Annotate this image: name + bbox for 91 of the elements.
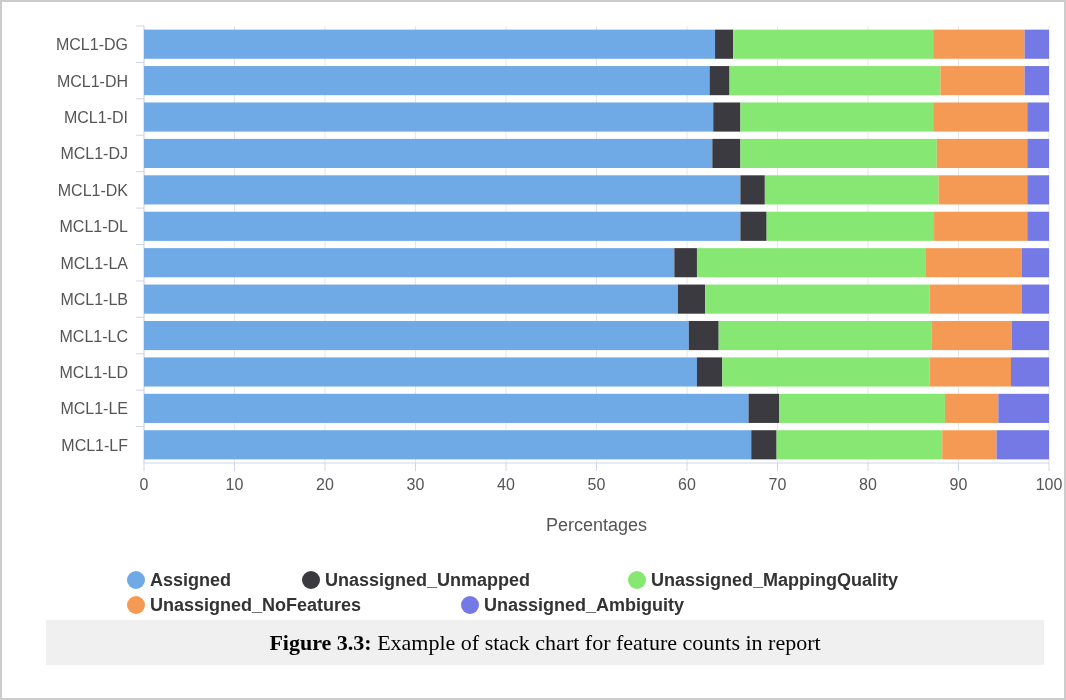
bar [705,284,930,314]
bar [144,211,741,241]
bar [696,248,926,278]
y-tick-label: MCL1-DJ [60,145,128,163]
bar [998,393,1049,423]
y-tick-label: MCL1-DG [55,36,128,54]
bar [144,393,749,423]
bar [764,175,939,205]
bar [933,102,1028,132]
bar [942,430,997,460]
y-tick-label: MCL1-DK [57,181,129,199]
y-tick-label: MCL1-LF [61,436,129,454]
legend-label: Unassigned_MappingQuality [651,570,899,590]
x-tick-label: 50 [587,476,606,493]
bar [729,66,941,96]
bar [1024,66,1049,96]
bar [144,320,689,351]
bar [144,430,752,460]
bar [696,357,723,387]
bar [713,102,741,132]
x-tick-label: 70 [768,476,787,493]
y-tick-label: MCL1-LC [59,327,128,345]
y-tick-label: MCL1-LB [60,291,128,309]
y-tick-label: MCL1-LE [60,400,128,418]
x-tick-label: 0 [139,476,149,493]
bar [940,66,1025,96]
bar [1027,138,1049,169]
bar [740,138,937,169]
x-tick-label: 30 [406,476,425,493]
y-tick-label: MCL1-LD [59,363,128,381]
bar [996,430,1049,460]
bar [740,102,934,132]
bar [144,102,714,132]
y-tick-label: MCL1-DL [59,218,129,236]
caption: Figure 3.3: [269,630,372,655]
bar [766,211,935,241]
bar [144,248,675,278]
bar [740,175,765,205]
bar [674,248,697,278]
y-tick-label: MCL1-DI [63,109,128,127]
bar [715,29,734,59]
x-tick-label: 20 [316,476,334,493]
bar [929,357,1011,387]
text: Example of stack chart for feature counts in report [371,630,821,655]
bar [144,66,710,96]
bar [929,284,1022,314]
bar [933,29,1025,59]
bar [1021,248,1049,278]
bar [1010,357,1049,387]
bar [740,211,767,241]
legend-label: Unassigned_Ambiguity [484,595,685,615]
bar [776,430,943,460]
bar [144,138,713,169]
bar [144,357,697,387]
bar [748,393,780,423]
x-tick-label: 100 [1035,476,1063,493]
bar [1024,29,1049,59]
legend-label: Unassigned_NoFeatures [150,595,362,615]
bar [931,320,1012,351]
bar [751,430,777,460]
bar [677,284,706,314]
legend-label: Unassigned_Unmapped [325,570,531,590]
bar [1027,211,1049,241]
bar [718,320,932,351]
bar [1027,102,1049,132]
bar [938,175,1028,205]
bar [144,284,678,314]
bar [1011,320,1049,351]
x-tick-label: 10 [225,476,244,493]
x-tick-label: 60 [678,476,696,493]
bar [712,138,741,169]
bar [733,29,934,59]
x-tick-label: 90 [949,476,968,493]
bar [779,393,945,423]
bar [925,248,1022,278]
bar [709,66,730,96]
bar [688,320,719,351]
bar [944,393,999,423]
bar [934,211,1028,241]
bar [936,138,1028,169]
bar [1027,175,1049,205]
x-tick-label: 40 [497,476,515,493]
bar [722,357,930,387]
y-tick-label: MCL1-LA [60,254,129,272]
x-tick-label: 80 [859,476,877,493]
bar [144,175,741,205]
bar [144,29,716,59]
bar [1021,284,1049,314]
x-axis-title: Percentages [545,515,648,535]
legend-label: Assigned [150,570,232,590]
y-tick-label: MCL1-DH [56,72,128,90]
